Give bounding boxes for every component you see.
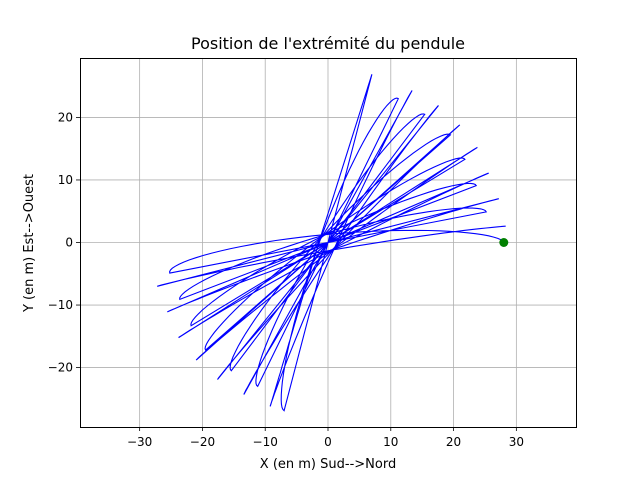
chart-title: Position de l'extrémité du pendule [191,34,465,53]
tick-labels: −30 −20 −10 0 10 20 30 −20 −10 0 10 20 [48,110,524,449]
x-tick-label: 30 [509,435,524,449]
trajectory-line [156,74,506,412]
y-tick-label: 10 [58,173,73,187]
x-tick-label: −20 [190,435,215,449]
x-axis-label: X (en m) Sud-->Nord [260,457,396,472]
x-tick-label: 20 [446,435,461,449]
plot-frame [80,58,577,428]
y-tick-label: 20 [58,110,73,124]
x-tick-label: −30 [127,435,152,449]
y-tick-label: −20 [48,361,73,375]
x-tick-label: 0 [324,435,332,449]
y-tick-label: −10 [48,298,73,312]
y-axis-label: Y (en m) Est-->Ouest [22,174,37,313]
x-tick-label: 10 [383,435,398,449]
x-tick-label: −10 [253,435,278,449]
y-tick-label: 0 [65,236,73,250]
start-point-marker [499,238,509,247]
